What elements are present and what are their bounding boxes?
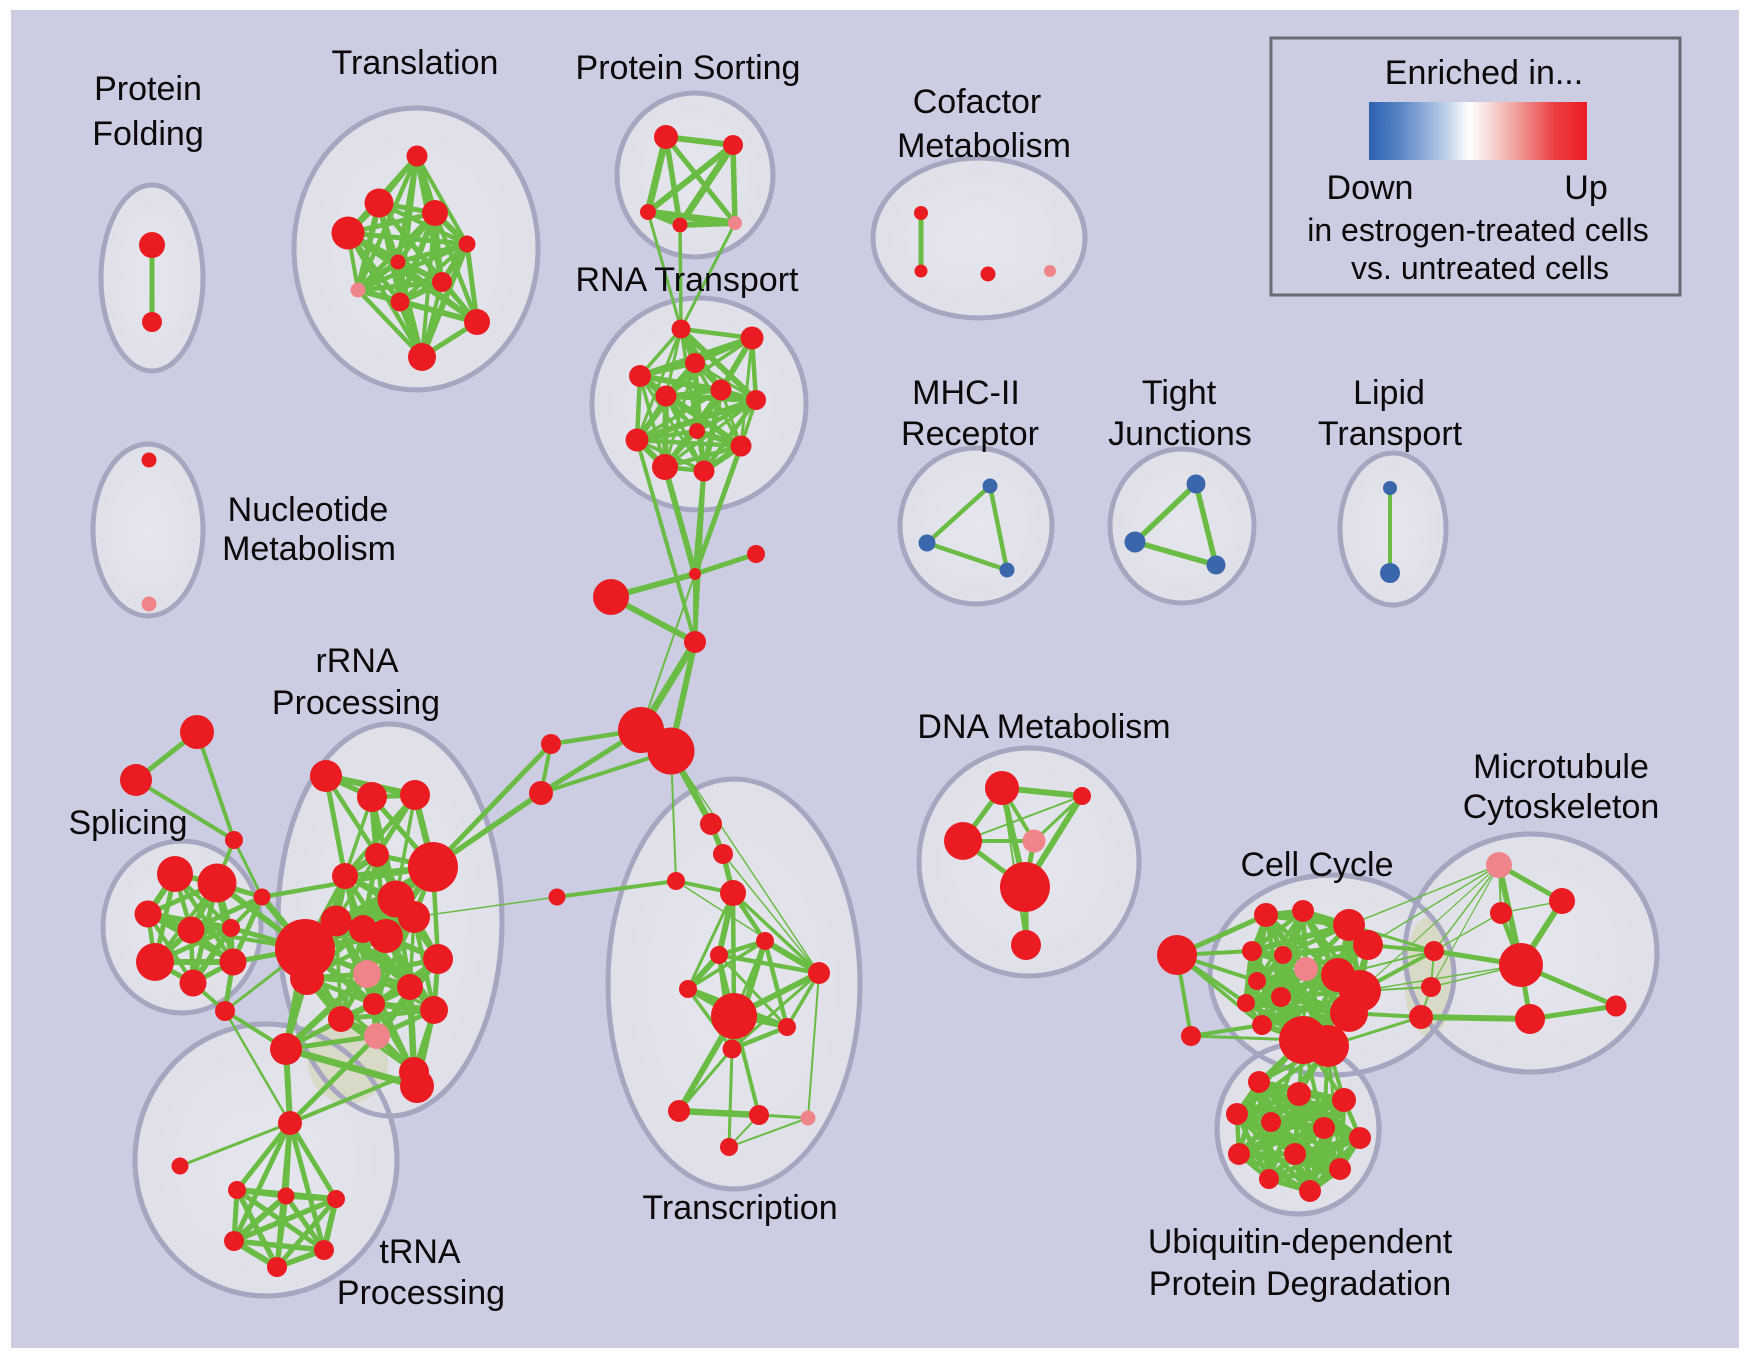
svg-text:Tight: Tight <box>1142 374 1217 412</box>
svg-text:Metabolism: Metabolism <box>897 127 1071 165</box>
svg-text:Up: Up <box>1564 169 1607 207</box>
svg-text:Folding: Folding <box>92 115 204 153</box>
svg-text:in estrogen-treated cells: in estrogen-treated cells <box>1307 212 1649 248</box>
svg-text:Transport: Transport <box>1318 415 1463 453</box>
svg-text:Protein: Protein <box>94 70 202 108</box>
svg-text:Receptor: Receptor <box>901 415 1039 453</box>
svg-text:Protein Sorting: Protein Sorting <box>576 49 801 87</box>
svg-text:Protein Degradation: Protein Degradation <box>1149 1265 1451 1303</box>
svg-text:rRNA: rRNA <box>315 642 398 680</box>
svg-text:Metabolism: Metabolism <box>222 530 396 568</box>
svg-text:Transcription: Transcription <box>642 1189 837 1227</box>
svg-text:Translation: Translation <box>332 44 499 82</box>
svg-text:Down: Down <box>1327 169 1414 207</box>
svg-text:MHC-II: MHC-II <box>912 374 1020 412</box>
svg-text:Microtubule: Microtubule <box>1473 748 1649 786</box>
svg-text:Ubiquitin-dependent: Ubiquitin-dependent <box>1148 1223 1453 1261</box>
svg-text:Nucleotide: Nucleotide <box>228 491 389 529</box>
svg-text:Cell Cycle: Cell Cycle <box>1240 846 1393 884</box>
svg-text:DNA Metabolism: DNA Metabolism <box>917 708 1170 746</box>
svg-text:Processing: Processing <box>337 1274 505 1312</box>
svg-text:Cofactor: Cofactor <box>913 83 1042 121</box>
svg-text:tRNA: tRNA <box>379 1233 461 1271</box>
svg-text:Processing: Processing <box>272 684 440 722</box>
svg-text:Cytoskeleton: Cytoskeleton <box>1463 788 1660 826</box>
svg-text:vs. untreated cells: vs. untreated cells <box>1351 250 1609 286</box>
svg-text:Junctions: Junctions <box>1108 415 1252 453</box>
svg-text:RNA Transport: RNA Transport <box>576 261 800 299</box>
svg-text:Lipid: Lipid <box>1353 374 1425 412</box>
svg-text:Enriched in...: Enriched in... <box>1385 54 1583 92</box>
svg-text:Splicing: Splicing <box>68 804 187 842</box>
